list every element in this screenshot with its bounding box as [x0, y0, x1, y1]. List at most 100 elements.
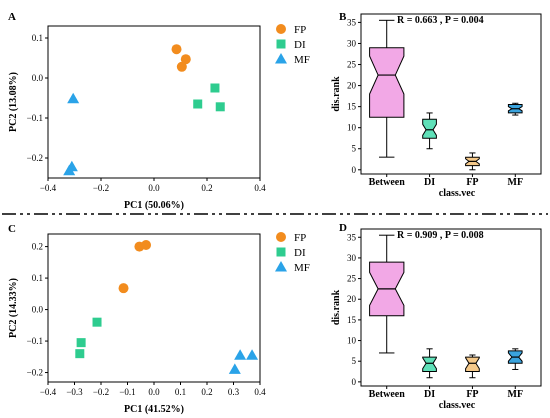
point-di: [92, 317, 102, 327]
point-fp: [171, 44, 182, 55]
y-tick-label: 5: [352, 356, 357, 366]
x-tick-label: 0.1: [175, 387, 186, 397]
y-axis-label: dis.rank: [331, 289, 342, 325]
point-di: [215, 102, 225, 112]
x-axis-label: PC1 (50.06%): [124, 200, 184, 211]
x-tick-label: 0.4: [254, 387, 266, 397]
point-di: [76, 338, 86, 348]
y-tick-label: 25: [347, 60, 357, 70]
plot-frame: [360, 228, 542, 387]
x-tick-label-mf: MF: [508, 177, 524, 188]
x-tick-label: 0.3: [228, 387, 240, 397]
x-tick-label: −0.4: [40, 183, 57, 193]
x-tick-label: 0.4: [254, 183, 266, 193]
legend-label-mf: MF: [294, 262, 310, 274]
y-tick-label: 30: [347, 38, 357, 48]
y-tick-label: −0.2: [27, 153, 43, 163]
legend-label-fp: FP: [294, 232, 306, 244]
x-axis-label: class.vec: [439, 400, 476, 411]
point-fp: [180, 54, 191, 65]
y-axis-label: PC2 (13.08%): [8, 72, 19, 132]
legend-label-mf: MF: [294, 54, 310, 66]
y-tick-label: 15: [347, 102, 357, 112]
y-tick-label: 0.0: [32, 305, 44, 315]
point-mf: [234, 349, 247, 360]
legend-marker-fp: [276, 24, 286, 34]
point-fp: [176, 61, 187, 72]
plot-frame: [360, 13, 542, 175]
y-tick-label: 20: [347, 81, 357, 91]
legend-label-di: DI: [294, 39, 306, 51]
y-tick-label: 0: [352, 377, 357, 387]
x-tick-label: −0.1: [119, 387, 135, 397]
point-fp: [141, 240, 152, 251]
x-tick-label-between: Between: [369, 389, 406, 400]
box-between: [369, 47, 405, 118]
x-tick-label: 0.0: [148, 183, 160, 193]
x-tick-label-fp: FP: [466, 177, 478, 188]
plot-frame: [47, 233, 261, 383]
legend-marker-mf: [275, 53, 287, 64]
point-mf: [63, 164, 76, 176]
stat-annotation: R = 0.663 , P = 0.004: [397, 15, 484, 26]
x-tick-label-di: DI: [424, 177, 435, 188]
x-tick-label: −0.4: [40, 387, 57, 397]
y-tick-label: −0.1: [27, 113, 43, 123]
legend-marker-di: [276, 39, 286, 49]
x-tick-label: −0.2: [93, 387, 109, 397]
y-tick-label: 35: [347, 17, 357, 27]
y-tick-label: 0.1: [32, 273, 43, 283]
point-di: [193, 99, 203, 109]
x-tick-label-mf: MF: [508, 389, 524, 400]
y-tick-label: 15: [347, 315, 357, 325]
plot-frame: [47, 25, 261, 179]
y-axis-label: PC2 (14.33%): [8, 278, 19, 338]
legend-marker-di: [276, 247, 286, 257]
x-tick-label-fp: FP: [466, 389, 478, 400]
y-tick-label: 5: [352, 144, 357, 154]
x-axis-label: PC1 (41.52%): [124, 404, 184, 415]
y-tick-label: 20: [347, 294, 357, 304]
x-tick-label: −0.3: [66, 387, 83, 397]
point-fp: [118, 283, 129, 294]
legend-label-di: DI: [294, 247, 306, 259]
y-tick-label: 10: [347, 123, 357, 133]
point-di: [210, 83, 220, 93]
panel-label: B: [339, 11, 347, 23]
y-tick-label: 30: [347, 253, 357, 263]
x-tick-label-between: Between: [369, 177, 406, 188]
point-mf: [246, 349, 259, 360]
panel-a: A −0.4 −0.2 0.0 0.2 0.4 −0.2 −0.1 0.0 0.1 PC1 (50.…: [8, 11, 310, 211]
legend-marker-fp: [276, 232, 286, 242]
legend-label-fp: FP: [294, 24, 306, 36]
y-tick-label: 0.1: [32, 33, 43, 43]
box-di: [422, 118, 437, 139]
panel-label: A: [8, 11, 16, 23]
point-di: [75, 349, 85, 359]
panel-d: D 0 5 10 15 20 25 30 35 dis.rank class.vec R = 0.90…: [331, 222, 542, 411]
y-tick-label: 0.0: [32, 73, 44, 83]
box-fp: [465, 356, 480, 372]
y-tick-label: 35: [347, 232, 357, 242]
x-tick-label: −0.2: [93, 183, 109, 193]
y-axis-label: dis.rank: [331, 76, 342, 112]
y-tick-label: 0.2: [32, 242, 43, 252]
x-axis-label: class.vec: [439, 188, 476, 199]
point-mf: [228, 363, 241, 374]
y-tick-label: 25: [347, 274, 357, 284]
y-tick-label: −0.2: [27, 368, 43, 378]
panel-b: B 0 5 10 15 20 25 30 35 dis.rank class.vec R = 0.66…: [331, 11, 542, 199]
y-tick-label: 10: [347, 336, 357, 346]
point-mf: [67, 92, 80, 104]
legend-marker-mf: [275, 261, 287, 272]
box-di: [422, 356, 437, 372]
stat-annotation: R = 0.909 , P = 0.008: [397, 230, 484, 241]
y-tick-label: −0.1: [27, 336, 43, 346]
x-tick-label-di: DI: [424, 389, 435, 400]
panel-label: D: [339, 222, 347, 234]
x-tick-label: 0.0: [148, 387, 160, 397]
panel-c: C −0.4 −0.3 −0.2 −0.1 0.0 0.1 0.2 0.3 0.4 −0.2 −0.1…: [8, 223, 310, 415]
y-tick-label: 0: [352, 165, 357, 175]
x-tick-label: 0.2: [201, 183, 212, 193]
